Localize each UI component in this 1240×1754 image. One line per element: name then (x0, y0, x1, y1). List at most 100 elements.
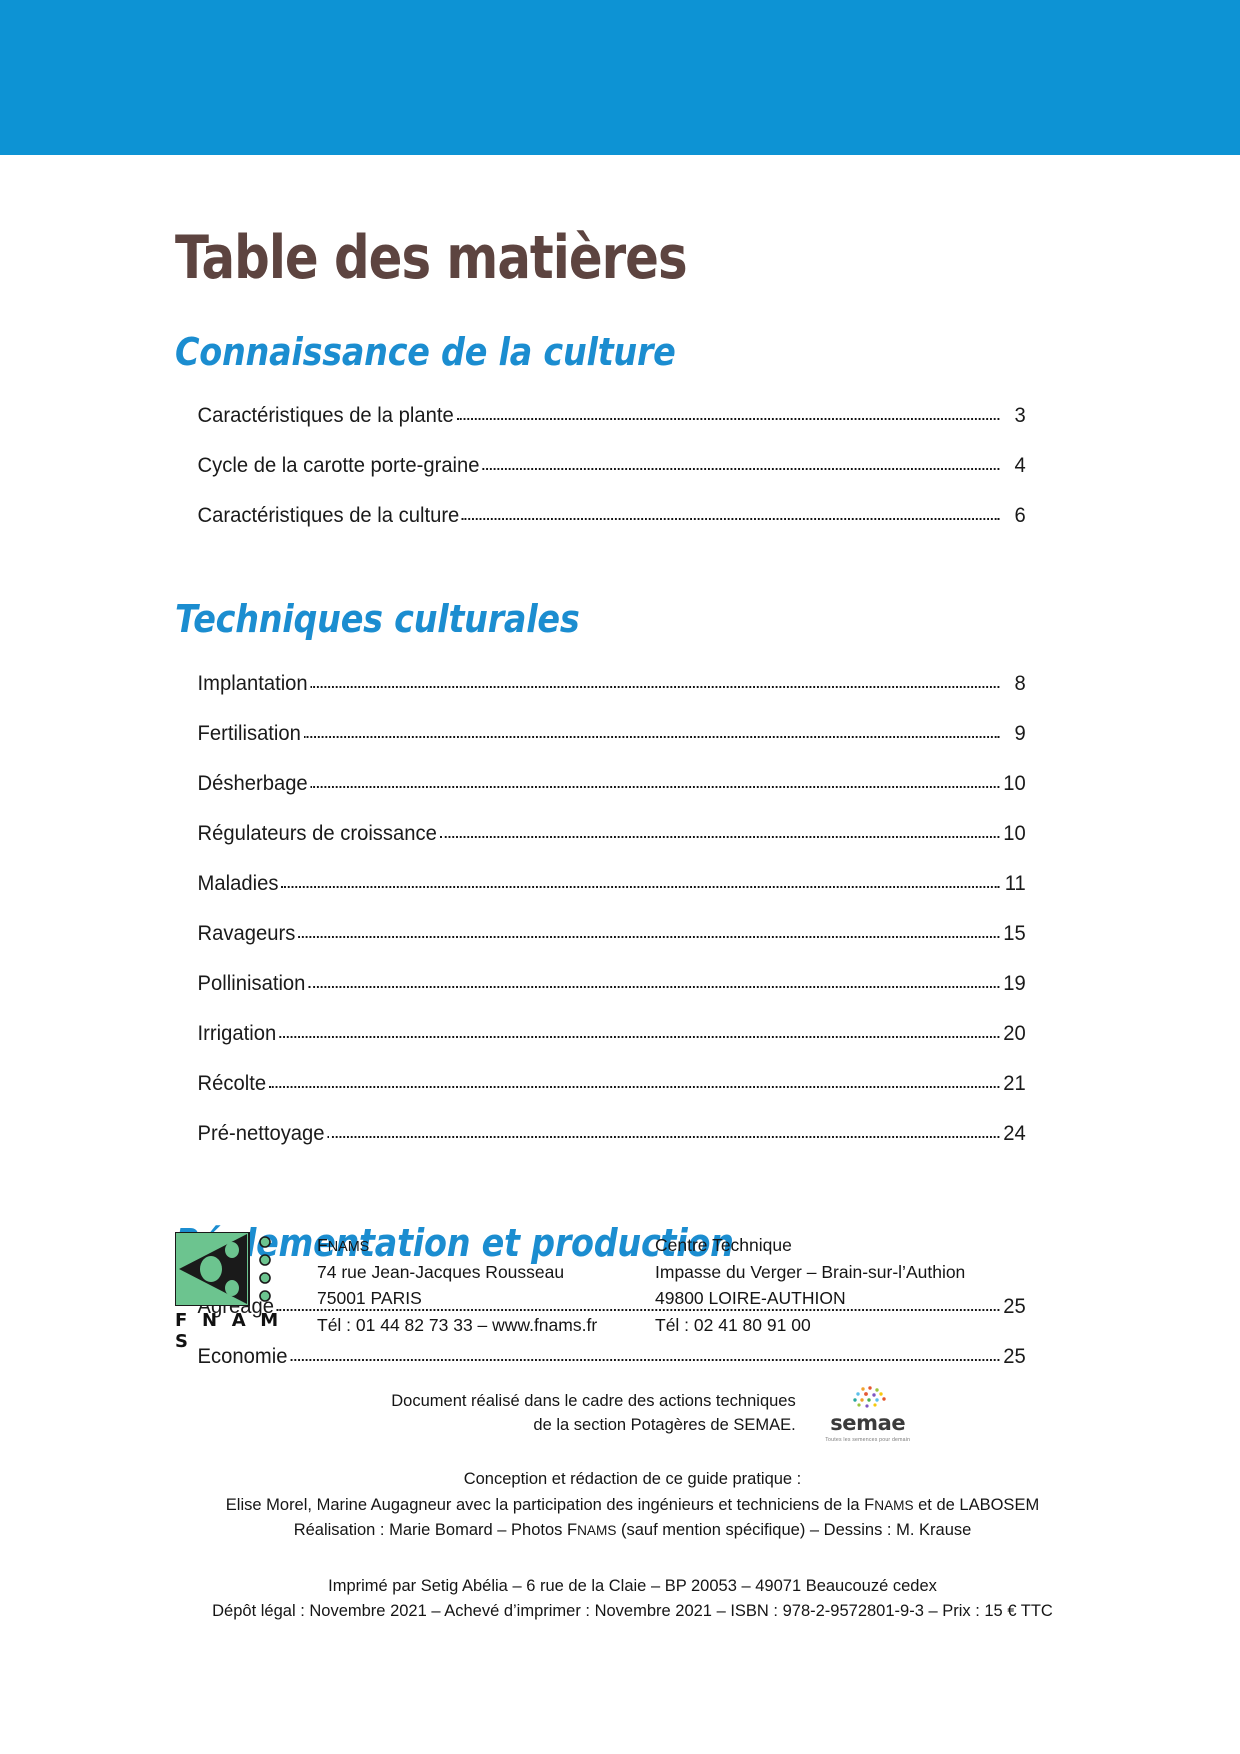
semae-note: Document réalisé dans le cadre des actio… (391, 1386, 795, 1438)
toc-entry[interactable]: Irrigation 20 (175, 1020, 1026, 1073)
toc-entry-label: Pollinisation (197, 970, 306, 995)
credits-realisation: Réalisation : Marie Bomard – Photos (293, 1521, 568, 1540)
fnams-address: FNAMS 74 rue Jean-Jacques Rousseau 75001… (295, 1230, 655, 1339)
toc-leader-dots (303, 735, 1000, 738)
top-color-band (0, 0, 1240, 155)
toc-leader-dots (482, 468, 1000, 471)
toc-entry-label: Cycle de la carotte porte-graine (197, 453, 480, 478)
centre-technique-address: Centre Technique Impasse du Verger – Bra… (655, 1230, 1090, 1338)
semae-logo-block: semae Toutes les semences pour demain (822, 1386, 914, 1443)
semae-note-line-1: Document réalisé dans le cadre des actio… (391, 1392, 796, 1410)
fnams-logo-block: F N A M S (175, 1230, 295, 1352)
toc-entry-label: Récolte (197, 1070, 267, 1095)
toc-entry-label: Irrigation (197, 1020, 277, 1045)
credits-labosem: et de LABOSEM (913, 1495, 1040, 1514)
page-title: Table des matières (175, 223, 688, 293)
centre-technique-street: Impasse du Verger – Brain-sur-l’Authion (655, 1261, 966, 1282)
toc-entry-label: Implantation (197, 670, 308, 695)
toc-entry-page: 15 (1003, 920, 1026, 945)
toc-entry-page: 20 (1003, 1020, 1026, 1045)
credits-photos-fnams-smallcaps: NAMS (577, 1523, 617, 1539)
toc-leader-dots (310, 785, 1000, 788)
semae-row: Document réalisé dans le cadre des actio… (175, 1386, 1090, 1443)
toc-leader-dots (308, 985, 1000, 988)
toc-list-techniques: Implantation 8 Fertilisation 9 Désherbag… (175, 670, 1080, 1173)
fnams-city: 75001 PARIS (317, 1288, 422, 1309)
toc-entry[interactable]: Caractéristiques de la plante 3 (175, 405, 1026, 455)
toc-entry-page: 8 (1014, 670, 1026, 695)
toc-entry-page: 25 (1003, 1343, 1026, 1368)
print-info-block: Imprimé par Setig Abélia – 6 rue de la C… (175, 1574, 1090, 1625)
credits-line-3: Réalisation : Marie Bomard – Photos FNAM… (175, 1518, 1090, 1544)
toc-leader-dots (290, 1358, 1000, 1361)
toc-entry[interactable]: Caractéristiques de la culture 6 (175, 505, 1026, 555)
toc-list-connaissance: Caractéristiques de la plante 3 Cycle de… (175, 405, 1080, 555)
credits-photos-fnams-cap: F (567, 1521, 578, 1540)
toc-entry-page: 9 (1014, 720, 1026, 745)
fnams-logo-icon (175, 1232, 271, 1306)
toc-entry[interactable]: Ravageurs 15 (175, 920, 1026, 973)
toc-entry-page: 24 (1003, 1120, 1026, 1145)
toc-entry-label: Régulateurs de croissance (197, 820, 437, 845)
toc-leader-dots (456, 418, 1000, 421)
credits-fnams-cap: F (864, 1495, 875, 1514)
toc-leader-dots (462, 518, 1000, 521)
page-footer: F N A M S FNAMS 74 rue Jean-Jacques Rous… (0, 1230, 1240, 1625)
toc-leader-dots (310, 685, 1000, 688)
contact-row: F N A M S FNAMS 74 rue Jean-Jacques Rous… (175, 1230, 1090, 1352)
centre-technique-phone: Tél : 02 41 80 91 00 (655, 1314, 811, 1335)
credits-dessins: (sauf mention spécifique) – Dessins : M.… (616, 1521, 972, 1540)
toc-entry[interactable]: Désherbage 10 (175, 770, 1026, 823)
toc-entry-page: 25 (1003, 1293, 1026, 1318)
toc-entry-label: Fertilisation (197, 720, 301, 745)
toc-entry[interactable]: Pré-nettoyage 24 (175, 1120, 1026, 1173)
toc-leader-dots (298, 935, 1000, 938)
fnams-phone-web[interactable]: Tél : 01 44 82 73 33 – www.fnams.fr (317, 1315, 598, 1336)
toc-leader-dots (276, 1308, 1000, 1311)
toc-entry-page: 6 (1014, 503, 1026, 528)
toc-entry-label: Caractéristiques de la plante (197, 403, 454, 428)
fnams-name-smallcaps: NAMS (327, 1239, 370, 1255)
toc-entry-label: Ravageurs (197, 920, 296, 945)
toc-entry[interactable]: Récolte 21 (175, 1070, 1026, 1123)
fnams-street: 74 rue Jean-Jacques Rousseau (317, 1261, 565, 1282)
toc-entry[interactable]: Implantation 8 (175, 670, 1026, 723)
toc-leader-dots (439, 835, 1000, 838)
toc-entry-label: Caractéristiques de la culture (197, 503, 460, 528)
toc-leader-dots (281, 885, 1000, 888)
semae-dots-icon (853, 1386, 886, 1408)
toc-entry[interactable]: Fertilisation 9 (175, 720, 1026, 773)
toc-entry-label: Pré-nettoyage (197, 1120, 325, 1145)
toc-entry-page: 3 (1014, 403, 1026, 428)
credits-block: Conception et rédaction de ce guide prat… (175, 1467, 1090, 1544)
semae-wordmark: semae (830, 1411, 906, 1435)
toc-entry[interactable]: Economie 25 (175, 1343, 1026, 1396)
fnams-name-cap: F (317, 1235, 328, 1255)
semae-note-line-2: de la section Potagères de SEMAE. (533, 1415, 796, 1434)
toc-leader-dots (268, 1085, 1000, 1088)
credits-line-1: Conception et rédaction de ce guide prat… (463, 1470, 802, 1488)
toc-entry-page: 19 (1003, 970, 1026, 995)
toc-entry[interactable]: Régulateurs de croissance 10 (175, 820, 1026, 873)
toc-entry-label: Désherbage (197, 770, 308, 795)
toc-entry-page: 10 (1003, 770, 1026, 795)
credits-authors: Elise Morel, Marine Augagneur avec la pa… (225, 1495, 865, 1514)
centre-technique-name: Centre Technique (655, 1235, 792, 1255)
toc-entry-page: 10 (1003, 820, 1026, 845)
toc-entry[interactable]: Maladies 11 (175, 870, 1026, 923)
toc-entry[interactable]: Pollinisation 19 (175, 970, 1026, 1023)
semae-tagline: Toutes les semences pour demain (825, 1437, 911, 1443)
credits-line-2: Elise Morel, Marine Augagneur avec la pa… (175, 1493, 1090, 1519)
toc-entry-label: Economie (197, 1343, 288, 1368)
fnams-wordmark: F N A M S (175, 1310, 283, 1352)
page-content: Table des matières Connaissance de la cu… (0, 155, 1240, 1754)
printer-line: Imprimé par Setig Abélia – 6 rue de la C… (328, 1576, 937, 1595)
toc-entry-page: 21 (1003, 1070, 1026, 1095)
legal-deposit-line: Dépôt légal : Novembre 2021 – Achevé d’i… (212, 1602, 1053, 1621)
toc-entry-page: 4 (1014, 453, 1026, 478)
toc-entry-label: Maladies (197, 870, 279, 895)
section-heading-connaissance: Connaissance de la culture (175, 330, 676, 374)
toc-leader-dots (327, 1135, 1000, 1138)
toc-entry-page: 11 (1004, 870, 1026, 895)
toc-entry[interactable]: Cycle de la carotte porte-graine 4 (175, 455, 1026, 505)
